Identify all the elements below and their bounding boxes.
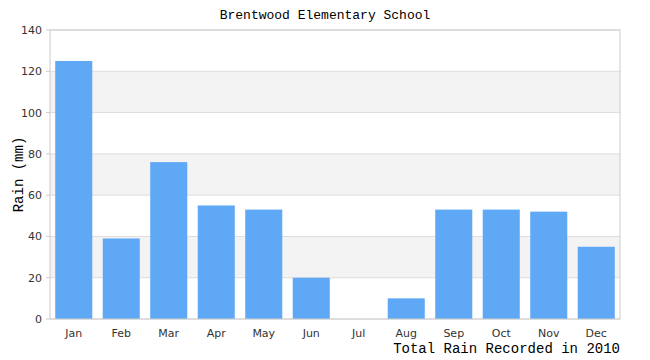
bar xyxy=(55,61,92,319)
x-tick-label: Jan xyxy=(64,327,82,340)
plot-background xyxy=(50,30,620,319)
y-tick xyxy=(46,195,50,196)
y-tick xyxy=(46,30,50,31)
y-tick-label: 100 xyxy=(21,107,42,120)
bar xyxy=(578,247,615,319)
x-tick-label: May xyxy=(252,327,275,340)
y-tick xyxy=(46,153,50,154)
y-tick-label: 20 xyxy=(28,272,42,285)
bar xyxy=(388,298,425,319)
bar xyxy=(530,212,567,319)
x-tick-label: Jul xyxy=(351,327,365,340)
x-tick-label: Oct xyxy=(492,327,512,340)
grid-line xyxy=(50,195,620,196)
bar xyxy=(483,210,520,319)
bar xyxy=(293,278,330,319)
plot-frame xyxy=(50,30,620,319)
x-tick-label: Dec xyxy=(586,327,607,340)
y-tick-label: 0 xyxy=(35,313,42,326)
y-tick-label: 140 xyxy=(21,24,42,37)
grid-band xyxy=(50,71,620,112)
y-tick xyxy=(46,277,50,278)
grid-line xyxy=(50,71,620,72)
grid-line xyxy=(50,153,620,154)
bar xyxy=(435,210,472,319)
y-tick xyxy=(46,319,50,320)
grid-band xyxy=(50,154,620,195)
y-tick-label: 120 xyxy=(21,65,42,78)
x-tick-label: Aug xyxy=(396,327,417,340)
y-tick xyxy=(46,71,50,72)
y-tick xyxy=(46,236,50,237)
bar xyxy=(245,210,282,319)
x-tick-label: Nov xyxy=(538,327,560,340)
y-axis-label: Rain (mm) xyxy=(11,137,27,213)
x-tick-label: Feb xyxy=(112,327,131,340)
x-tick-label: Jun xyxy=(302,327,320,340)
x-axis-label: Total Rain Recorded in 2010 xyxy=(393,341,620,357)
x-tick-label: Apr xyxy=(207,327,227,340)
bar xyxy=(198,205,235,319)
x-tick-label: Sep xyxy=(443,327,464,340)
bar xyxy=(103,238,140,319)
title: Brentwood Elementary School xyxy=(220,8,431,23)
grid-line xyxy=(50,112,620,113)
y-tick xyxy=(46,112,50,113)
x-tick-label: Mar xyxy=(158,327,179,340)
y-tick-label: 60 xyxy=(28,189,42,202)
y-tick-label: 40 xyxy=(28,230,42,243)
bars xyxy=(55,61,615,319)
y-tick-label: 80 xyxy=(28,148,42,161)
chart: 0 20 40 60 80 100 120 140 Jan Feb Mar Apr May Jun Jul A… xyxy=(0,0,650,360)
bar xyxy=(150,162,187,319)
